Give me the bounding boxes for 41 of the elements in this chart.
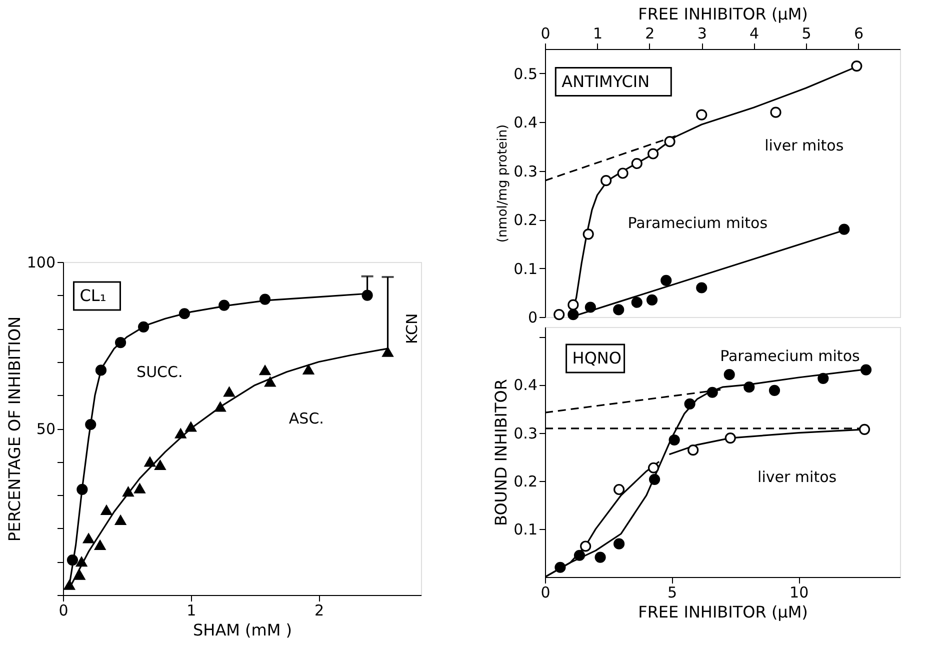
x-tick-label: 2 — [314, 602, 324, 620]
annotation: Paramecium mitos — [720, 346, 860, 365]
y-tick-label: 0.4 — [514, 114, 538, 132]
annotation: SUCC. — [136, 362, 183, 381]
annotation: ASC. — [288, 410, 324, 428]
annotation: HQNO — [572, 348, 622, 368]
x-tick-label: 10 — [790, 584, 809, 602]
x-tick-label: 0 — [540, 584, 550, 602]
y-tick-label: 0.2 — [514, 472, 538, 490]
y-tick-label: 0.3 — [514, 424, 538, 442]
x-tick-label: 2 — [645, 24, 655, 42]
x-axis-title: SHAM (mM ) — [193, 620, 292, 640]
y-tick-label: 0.4 — [514, 376, 538, 394]
y-tick-label: 0 — [528, 308, 538, 326]
y-tick-label: 0.5 — [514, 64, 538, 83]
annotation: CL₁ — [80, 286, 106, 305]
y-tick-label: 100 — [26, 254, 56, 272]
x-tick-label: 6 — [854, 24, 864, 42]
annotation: Paramecium mitos — [628, 214, 768, 232]
y-tick-label: 0.3 — [514, 162, 538, 180]
x-tick-label: 4 — [750, 24, 760, 42]
x-axis-title: FREE INHIBITOR (µM) — [638, 602, 808, 622]
annotation: liver mitos — [764, 136, 844, 154]
y-axis-title: (nmol/mg protein) — [496, 124, 511, 243]
y-tick-label: 0.1 — [514, 260, 538, 278]
x-axis-title: FREE INHIBITOR (µM) — [638, 4, 808, 24]
annotation: ANTIMYCIN — [562, 72, 650, 91]
x-tick-label: 3 — [697, 24, 707, 42]
x-tick-label: 5 — [668, 584, 678, 602]
x-tick-label: 0 — [58, 602, 68, 620]
y-axis-title: PERCENTAGE OF INHIBITION — [4, 316, 24, 542]
x-tick-label: 0 — [540, 24, 550, 42]
y-tick-label: 50 — [36, 420, 56, 438]
y-tick-label: 0.2 — [514, 211, 538, 230]
y-axis-title: BOUND INHIBITOR — [492, 379, 511, 526]
x-tick-label: 1 — [186, 602, 196, 620]
y-tick-label: 0.1 — [514, 520, 538, 538]
x-tick-label: 1 — [592, 24, 602, 42]
x-tick-label: 5 — [802, 24, 812, 42]
annotation: liver mitos — [758, 468, 837, 486]
annotation: KCN — [403, 313, 422, 344]
